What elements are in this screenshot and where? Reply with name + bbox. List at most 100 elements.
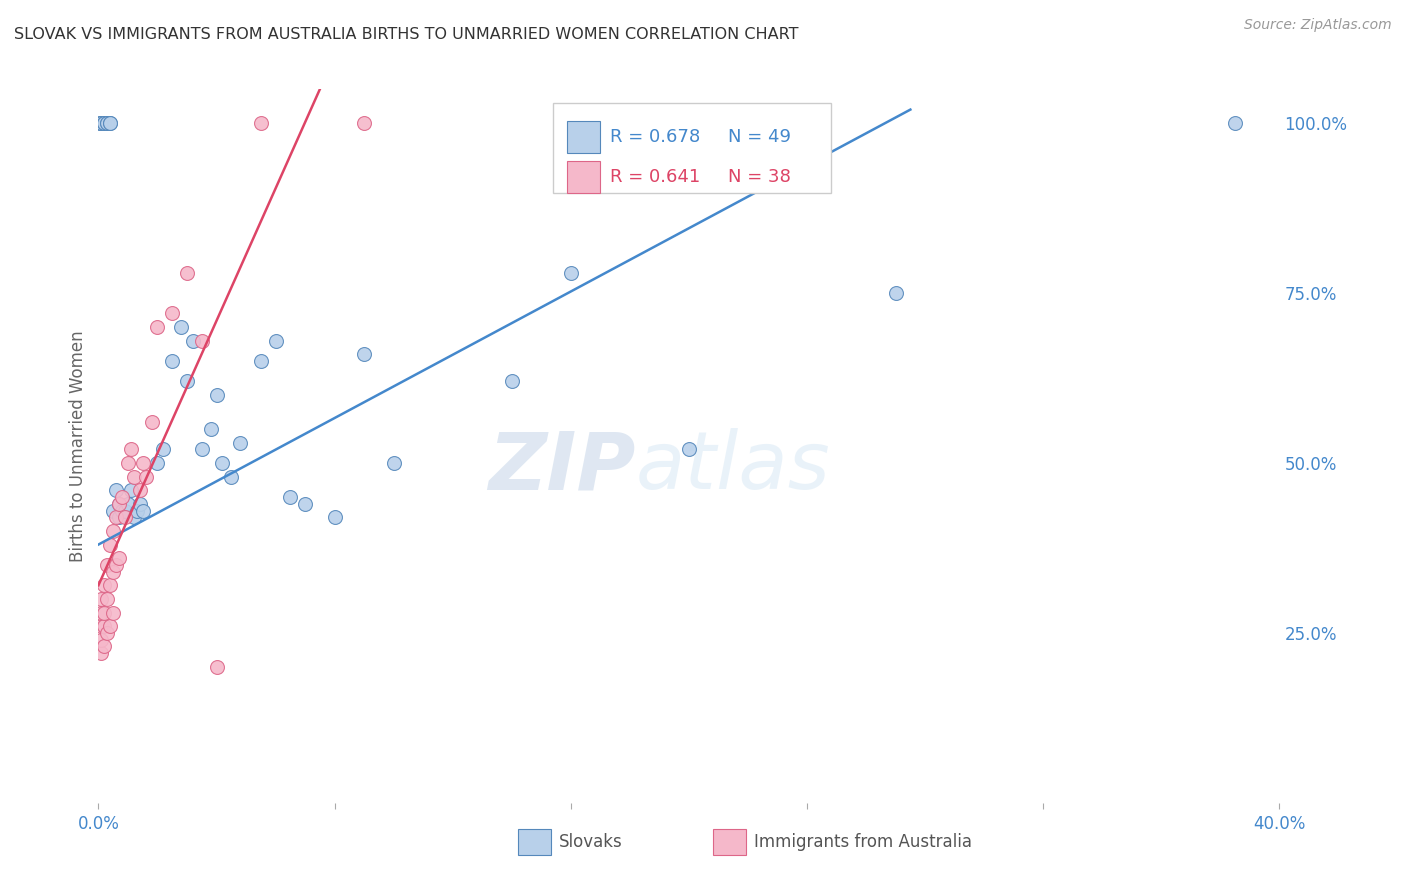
Point	[181, 334, 204, 348]
Point	[353, 116, 375, 130]
Point	[93, 619, 115, 633]
Point	[117, 497, 139, 511]
Text: R = 0.641: R = 0.641	[610, 168, 700, 186]
Point	[108, 510, 131, 524]
Point	[162, 306, 183, 320]
Point	[103, 565, 125, 579]
Point	[176, 375, 198, 389]
Point	[250, 116, 273, 130]
FancyBboxPatch shape	[553, 103, 831, 193]
FancyBboxPatch shape	[567, 121, 600, 153]
Point	[122, 469, 145, 483]
Point	[90, 619, 112, 633]
Point	[152, 442, 174, 457]
Point	[105, 483, 128, 498]
Point	[205, 388, 228, 402]
Point	[90, 591, 112, 606]
Point	[93, 640, 115, 654]
Text: Slovaks: Slovaks	[560, 833, 623, 851]
Point	[120, 442, 142, 457]
Point	[96, 116, 118, 130]
Point	[128, 497, 150, 511]
Point	[191, 334, 214, 348]
Point	[132, 503, 155, 517]
Point	[98, 537, 121, 551]
Text: R = 0.678: R = 0.678	[610, 128, 700, 146]
Point	[111, 490, 134, 504]
Point	[146, 320, 169, 334]
Point	[103, 503, 125, 517]
Text: N = 38: N = 38	[728, 168, 790, 186]
Point	[114, 503, 136, 517]
Point	[162, 354, 183, 368]
Point	[125, 503, 148, 517]
Text: N = 49: N = 49	[728, 128, 792, 146]
Point	[90, 606, 112, 620]
Point	[108, 497, 131, 511]
FancyBboxPatch shape	[517, 830, 551, 855]
Point	[96, 116, 118, 130]
Point	[108, 497, 131, 511]
Point	[90, 116, 112, 130]
Point	[176, 266, 198, 280]
Text: SLOVAK VS IMMIGRANTS FROM AUSTRALIA BIRTHS TO UNMARRIED WOMEN CORRELATION CHART: SLOVAK VS IMMIGRANTS FROM AUSTRALIA BIRT…	[14, 27, 799, 42]
Point	[90, 646, 112, 660]
Point	[501, 375, 523, 389]
Point	[211, 456, 233, 470]
Point	[170, 320, 193, 334]
Point	[229, 435, 252, 450]
Point	[128, 483, 150, 498]
Point	[90, 632, 112, 647]
Point	[221, 469, 243, 483]
Point	[98, 116, 121, 130]
Point	[1225, 116, 1247, 130]
Point	[678, 442, 700, 457]
Point	[884, 286, 907, 301]
Point	[98, 116, 121, 130]
Point	[122, 510, 145, 524]
Y-axis label: Births to Unmarried Women: Births to Unmarried Women	[69, 330, 87, 562]
Point	[120, 483, 142, 498]
Point	[96, 591, 118, 606]
Point	[93, 116, 115, 130]
Point	[117, 456, 139, 470]
Point	[90, 116, 112, 130]
Point	[200, 422, 222, 436]
Point	[323, 510, 346, 524]
Point	[280, 490, 302, 504]
Point	[382, 456, 405, 470]
Point	[90, 116, 112, 130]
Point	[90, 116, 112, 130]
Point	[105, 558, 128, 572]
Point	[114, 510, 136, 524]
Text: ZIP: ZIP	[488, 428, 636, 507]
Text: Source: ZipAtlas.com: Source: ZipAtlas.com	[1244, 18, 1392, 32]
Point	[96, 626, 118, 640]
Point	[103, 524, 125, 538]
Point	[93, 578, 115, 592]
Point	[353, 347, 375, 361]
FancyBboxPatch shape	[713, 830, 745, 855]
Point	[103, 606, 125, 620]
Point	[141, 415, 163, 429]
Point	[96, 558, 118, 572]
Point	[132, 456, 155, 470]
Point	[250, 354, 273, 368]
Point	[90, 116, 112, 130]
Text: Immigrants from Australia: Immigrants from Australia	[754, 833, 972, 851]
Point	[105, 510, 128, 524]
Point	[90, 116, 112, 130]
Point	[111, 503, 134, 517]
Point	[135, 469, 157, 483]
Point	[560, 266, 582, 280]
Point	[90, 116, 112, 130]
Text: atlas: atlas	[636, 428, 831, 507]
FancyBboxPatch shape	[567, 161, 600, 193]
Point	[98, 578, 121, 592]
Point	[108, 551, 131, 566]
Point	[294, 497, 316, 511]
Point	[98, 619, 121, 633]
Point	[191, 442, 214, 457]
Point	[93, 116, 115, 130]
Point	[146, 456, 169, 470]
